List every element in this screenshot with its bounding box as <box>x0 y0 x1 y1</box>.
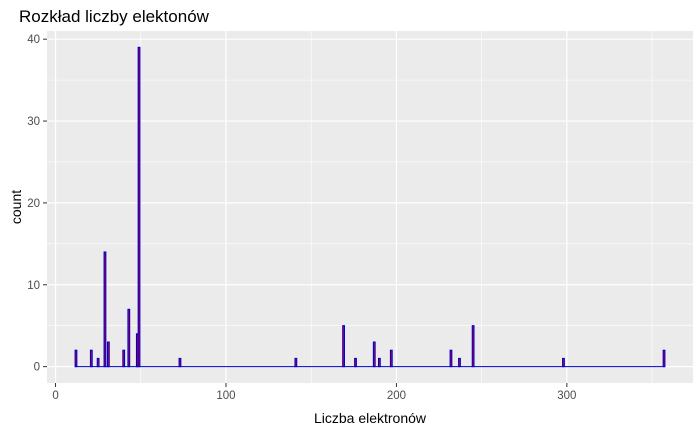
histogram-bar <box>89 349 93 368</box>
histogram-bars <box>74 46 666 368</box>
histogram-bar <box>662 349 666 368</box>
histogram-bar <box>449 349 453 368</box>
x-axis-label: Liczba elektronów <box>314 410 427 426</box>
axis-ticks <box>43 38 568 387</box>
x-tick-label: 0 <box>52 390 58 402</box>
histogram-bar <box>178 357 182 368</box>
y-tick-label: 40 <box>27 34 40 46</box>
x-tick-label: 100 <box>216 390 235 402</box>
histogram-bar <box>127 308 131 368</box>
y-tick-label: 0 <box>34 362 40 374</box>
histogram-bar <box>122 349 126 368</box>
y-tick-label: 10 <box>27 280 40 292</box>
panel-background <box>47 31 693 383</box>
chart-title: Rozkład liczby elektonów <box>19 7 210 26</box>
histogram-bar <box>372 341 376 368</box>
y-tick-label: 30 <box>27 116 40 128</box>
histogram-bar <box>471 325 475 368</box>
histogram-bar <box>74 349 78 368</box>
y-axis-label: count <box>8 190 24 224</box>
histogram-bar <box>562 357 565 368</box>
histogram-bar <box>137 46 141 368</box>
histogram-bar <box>342 325 345 368</box>
histogram-bar <box>106 341 110 368</box>
x-tick-label: 200 <box>387 390 406 402</box>
histogram-bar <box>103 251 107 368</box>
histogram-bar <box>458 357 461 368</box>
histogram-bar <box>377 357 381 368</box>
x-tick-label: 300 <box>557 390 576 402</box>
histogram-bar <box>96 357 100 368</box>
y-tick-label: 20 <box>27 198 40 210</box>
histogram-bar <box>294 357 298 368</box>
histogram-bar <box>389 349 393 368</box>
axis-tick-labels: 0 100 200 300 0 10 20 30 40 <box>27 34 576 402</box>
histogram-bar <box>354 357 357 368</box>
minor-gridlines <box>47 31 693 383</box>
